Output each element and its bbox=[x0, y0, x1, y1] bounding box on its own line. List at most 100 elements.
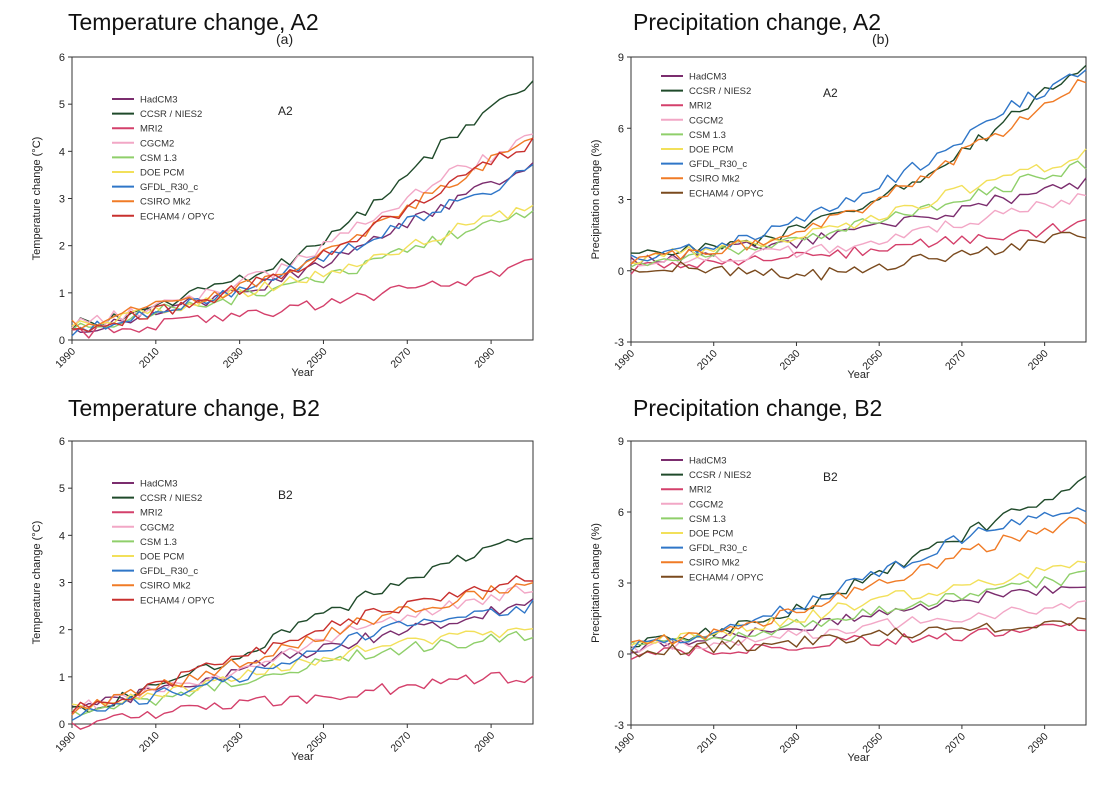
legend-label: CSM 1.3 bbox=[689, 130, 726, 141]
y-tick-label: 0 bbox=[618, 649, 624, 661]
legend-label: DOE PCM bbox=[140, 168, 184, 179]
x-axis-label: Year bbox=[847, 752, 870, 764]
x-tick-label: 2070 bbox=[388, 730, 413, 755]
scenario-label: A2 bbox=[823, 86, 838, 100]
legend-label: GFDL_R30_c bbox=[689, 543, 747, 554]
y-tick-label: -3 bbox=[614, 720, 624, 732]
scenario-label: B2 bbox=[278, 488, 293, 502]
y-tick-label: 2 bbox=[59, 241, 65, 253]
series-line bbox=[71, 258, 534, 339]
legend-label: CCSR / NIES2 bbox=[689, 470, 751, 481]
chart-title: Precipitation change, B2 bbox=[633, 395, 882, 421]
y-tick-label: 3 bbox=[59, 194, 65, 206]
x-tick-label: 1990 bbox=[612, 348, 637, 373]
series-line bbox=[71, 585, 534, 711]
x-tick-label: 2030 bbox=[778, 731, 803, 756]
x-axis-label: Year bbox=[847, 369, 870, 381]
x-tick-label: 2090 bbox=[472, 730, 497, 755]
y-axis-label: Precipitation change (%) bbox=[590, 523, 602, 643]
y-tick-label: 9 bbox=[618, 52, 624, 64]
legend: HadCM3 CCSR / NIES2 MRI2 CGCM2 CSM 1.3 DOE PC… bbox=[112, 95, 215, 222]
chart-panel-3: Precipitation change, B2 -3 0 3 6 9 1990 2010 20… bbox=[590, 395, 1087, 764]
x-tick-label: 2010 bbox=[137, 346, 162, 371]
legend-label: CSIRO Mk2 bbox=[689, 558, 740, 569]
series-line bbox=[630, 570, 1087, 646]
legend-label: ECHAM4 / OPYC bbox=[140, 211, 215, 222]
legend-label: ECHAM4 / OPYC bbox=[689, 188, 764, 199]
y-tick-label: 3 bbox=[618, 195, 624, 207]
x-tick-label: 2010 bbox=[695, 348, 720, 373]
legend-label: MRI2 bbox=[689, 485, 712, 496]
legend-label: DOE PCM bbox=[689, 529, 733, 540]
y-tick-label: 5 bbox=[59, 483, 65, 495]
legend-label: CCSR / NIES2 bbox=[140, 493, 202, 504]
series-line bbox=[71, 80, 534, 331]
y-tick-label: 4 bbox=[59, 146, 65, 158]
series-line bbox=[71, 627, 534, 711]
legend-label: CSIRO Mk2 bbox=[140, 197, 191, 208]
legend: HadCM3 CCSR / NIES2 MRI2 CGCM2 CSM 1.3 DOE PC… bbox=[112, 479, 215, 606]
legend-label: ECHAM4 / OPYC bbox=[689, 572, 764, 583]
series-line bbox=[630, 622, 1087, 661]
legend-label: GFDL_R30_c bbox=[140, 182, 198, 193]
series-line bbox=[630, 516, 1087, 645]
legend-label: CSM 1.3 bbox=[140, 537, 177, 548]
legend-label: HadCM3 bbox=[140, 479, 178, 490]
x-tick-label: 2070 bbox=[388, 346, 413, 371]
y-tick-label: 6 bbox=[59, 52, 65, 64]
legend-label: HadCM3 bbox=[140, 95, 178, 106]
series-line bbox=[630, 79, 1087, 265]
chart-title: Temperature change, A2 bbox=[68, 9, 319, 35]
chart-panel-2: Temperature change, B2 0 1 2 3 4 5 6 1990 2010 203… bbox=[31, 395, 534, 763]
x-tick-label: 2030 bbox=[778, 348, 803, 373]
series-line bbox=[630, 177, 1087, 266]
y-tick-label: 1 bbox=[59, 672, 65, 684]
series-line bbox=[71, 133, 534, 329]
x-tick-label: 2090 bbox=[472, 346, 497, 371]
legend-label: HadCM3 bbox=[689, 72, 727, 83]
scenario-label: A2 bbox=[278, 104, 293, 118]
series-line bbox=[630, 475, 1087, 648]
legend-label: HadCM3 bbox=[689, 456, 727, 467]
y-tick-label: 6 bbox=[618, 123, 624, 135]
y-tick-label: 2 bbox=[59, 625, 65, 637]
x-axis-label: Year bbox=[291, 751, 314, 763]
y-axis-label: Temperature change (°C) bbox=[31, 521, 43, 645]
legend-label: CSM 1.3 bbox=[689, 514, 726, 525]
series-line bbox=[71, 599, 534, 721]
y-axis-label: Precipitation change (%) bbox=[590, 140, 602, 260]
x-tick-label: 2030 bbox=[221, 346, 246, 371]
legend-label: CGCM2 bbox=[689, 115, 723, 126]
series-line bbox=[630, 193, 1087, 267]
chart-title: Precipitation change, A2 bbox=[633, 9, 881, 35]
panel-letter: (b) bbox=[872, 31, 889, 47]
series-line bbox=[71, 575, 534, 714]
series-line bbox=[71, 582, 534, 716]
y-tick-label: 0 bbox=[618, 266, 624, 278]
y-tick-label: 4 bbox=[59, 530, 65, 542]
x-axis-label: Year bbox=[291, 367, 314, 379]
y-tick-label: -3 bbox=[614, 337, 624, 349]
series-line bbox=[71, 137, 534, 330]
x-tick-label: 2070 bbox=[943, 731, 968, 756]
chart-panel-0: Temperature change, A2(a) 0 1 2 3 4 5 6 1990 2010… bbox=[31, 9, 534, 379]
legend-label: CSIRO Mk2 bbox=[140, 581, 191, 592]
x-tick-label: 2090 bbox=[1026, 731, 1051, 756]
legend-label: CCSR / NIES2 bbox=[689, 86, 751, 97]
legend-label: GFDL_R30_c bbox=[689, 159, 747, 170]
x-tick-label: 2070 bbox=[943, 348, 968, 373]
series-line bbox=[630, 69, 1087, 262]
x-tick-label: 2010 bbox=[137, 730, 162, 755]
legend-label: ECHAM4 / OPYC bbox=[140, 595, 215, 606]
series-line bbox=[71, 137, 534, 333]
legend-label: MRI2 bbox=[140, 124, 163, 135]
chart-title: Temperature change, B2 bbox=[68, 395, 320, 421]
series-line bbox=[630, 148, 1087, 265]
x-tick-label: 2030 bbox=[221, 730, 246, 755]
y-tick-label: 6 bbox=[618, 507, 624, 519]
y-tick-label: 9 bbox=[618, 436, 624, 448]
series-line bbox=[630, 160, 1087, 268]
legend-label: MRI2 bbox=[689, 101, 712, 112]
series-line bbox=[71, 204, 534, 327]
y-tick-label: 1 bbox=[59, 288, 65, 300]
